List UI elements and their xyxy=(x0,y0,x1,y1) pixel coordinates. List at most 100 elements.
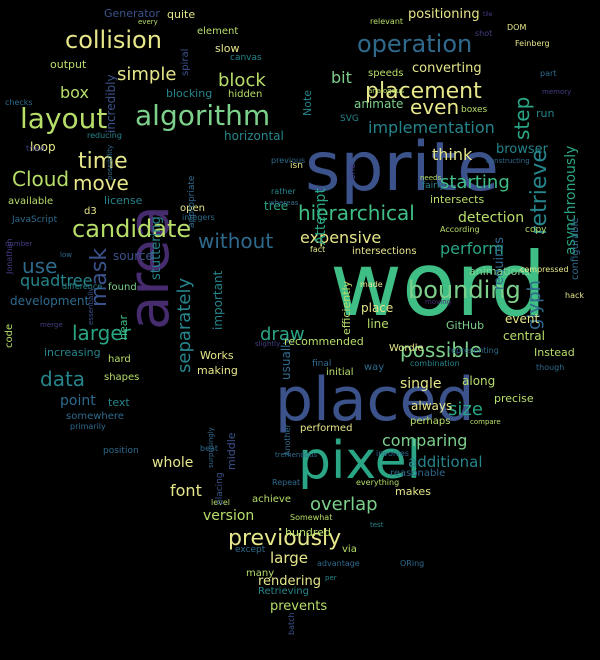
cloud-word-via: via xyxy=(342,544,357,555)
cloud-word-recommended: recommended xyxy=(284,335,364,348)
cloud-word-tile: tile xyxy=(483,11,493,18)
cloud-word-spiral: spiral xyxy=(180,49,191,76)
cloud-word-cloud: Cloud xyxy=(12,167,69,191)
cloud-word-note: Note xyxy=(301,90,314,116)
cloud-word-hack: hack xyxy=(565,291,584,300)
cloud-word-fairly: fairly xyxy=(422,181,445,191)
cloud-word-available: available xyxy=(8,196,53,207)
cloud-word-line: line xyxy=(367,317,389,331)
cloud-word-font: font xyxy=(170,481,202,500)
cloud-word-tree: tree xyxy=(264,199,288,213)
cloud-word-run: run xyxy=(536,107,554,120)
cloud-word-instead: Instead xyxy=(534,346,575,359)
cloud-word-central: central xyxy=(503,329,545,343)
cloud-word-data: data xyxy=(40,367,85,391)
cloud-word-along: along xyxy=(462,374,495,388)
cloud-word-speeds: speeds xyxy=(368,68,403,79)
cloud-word-needs: needs xyxy=(420,174,441,182)
cloud-word-combination: combination xyxy=(410,359,460,368)
cloud-word-use: use xyxy=(22,254,57,278)
cloud-word-merge: merge xyxy=(40,321,63,329)
cloud-word-box: box xyxy=(60,83,89,102)
cloud-word-near: near xyxy=(117,315,130,340)
cloud-word-level: level xyxy=(211,498,230,507)
cloud-word-number: number xyxy=(5,240,32,248)
cloud-word-prevents: prevents xyxy=(270,599,327,614)
cloud-word-important: important xyxy=(211,270,225,330)
cloud-word-reasonable: reasonable xyxy=(390,468,445,479)
cloud-word-somewhat: Somewhat xyxy=(290,513,332,522)
cloud-word-one: one xyxy=(348,163,358,180)
cloud-word-separately: separately xyxy=(174,278,195,373)
cloud-word-expensive: expensive xyxy=(300,228,381,247)
cloud-word-many: many xyxy=(246,568,274,579)
cloud-word-oring: ORing xyxy=(400,559,424,568)
cloud-word-always: always xyxy=(411,399,452,413)
cloud-word-without: without xyxy=(198,229,273,253)
cloud-word-tried: tried xyxy=(26,144,45,153)
cloud-word-implementation: implementation xyxy=(368,118,495,137)
cloud-word-slow: slow xyxy=(215,42,240,55)
cloud-word-collision: collision xyxy=(65,26,162,54)
cloud-word-larger: larger xyxy=(72,321,132,345)
cloud-word-animate: animate xyxy=(354,97,403,111)
cloud-word-text: text xyxy=(108,396,130,409)
cloud-word-test: test xyxy=(370,521,384,529)
cloud-word-another: Another xyxy=(283,423,292,456)
cloud-word-candidate: candidate xyxy=(72,215,191,243)
cloud-word-mask: mask xyxy=(87,248,112,307)
cloud-word-generator: Generator xyxy=(104,7,160,20)
cloud-word-stuttering: stuttering xyxy=(149,216,164,280)
cloud-word-repeat: Repeat xyxy=(272,478,300,487)
cloud-word-incredibly: incredibly xyxy=(104,74,118,133)
cloud-word-glyph: glyph xyxy=(524,280,545,330)
cloud-word-rather: rather xyxy=(271,187,296,196)
words-layer: word sprite placed area pixel layout algorithm… xyxy=(4,7,584,635)
cloud-word-way: way xyxy=(364,362,384,373)
cloud-word-memory: memory xyxy=(542,88,571,96)
cloud-word-beat: beat xyxy=(200,444,218,453)
cloud-word-loop: loop xyxy=(30,140,56,154)
cloud-word-fact: fact xyxy=(310,245,325,254)
cloud-word-placed: placed xyxy=(275,365,475,435)
cloud-word-think: think xyxy=(432,145,473,164)
cloud-word-code: code xyxy=(4,324,15,348)
cloud-word-made: made xyxy=(360,280,383,289)
cloud-word-advantage: advantage xyxy=(317,559,360,568)
cloud-word-source: source xyxy=(113,249,153,263)
cloud-word-blocking: blocking xyxy=(166,87,212,100)
cloud-word-compressed: compressed xyxy=(520,265,569,274)
cloud-word-retrieving: Retrieving xyxy=(258,586,309,597)
cloud-word-element: element xyxy=(197,26,238,37)
cloud-word-hard: hard xyxy=(108,354,131,365)
cloud-word-usually: usually xyxy=(279,337,293,380)
cloud-word-reducing: reducing xyxy=(87,131,122,140)
cloud-word-open: open xyxy=(180,203,205,214)
cloud-word-position: position xyxy=(103,446,139,456)
cloud-word-positioning: positioning xyxy=(408,7,480,22)
cloud-word-boxes: boxes xyxy=(461,105,488,115)
cloud-word-quadtree: quadtree xyxy=(20,271,92,290)
cloud-word-middle: middle xyxy=(225,432,238,470)
cloud-word-simple: simple xyxy=(117,64,176,85)
cloud-word-github: GitHub xyxy=(446,319,484,332)
cloud-word-final: final xyxy=(312,359,331,369)
cloud-word-version: version xyxy=(203,508,254,524)
cloud-word-single: single xyxy=(400,376,441,392)
cloud-word-d3: d3 xyxy=(84,206,97,217)
cloud-word-constructing: constructing xyxy=(486,157,530,165)
cloud-word-isn: isn xyxy=(290,161,303,171)
cloud-word-horizontal: horizontal xyxy=(224,129,284,143)
cloud-word-point: point xyxy=(60,393,96,409)
cloud-word-possible: possible xyxy=(400,338,482,362)
cloud-word-move: move xyxy=(73,171,129,195)
cloud-word-placing: placing xyxy=(215,472,225,505)
cloud-word-analogous: analogous xyxy=(368,87,404,95)
cloud-word-pixel: pixel xyxy=(298,431,421,491)
cloud-word-representing: representing xyxy=(448,346,499,355)
cloud-word-hidden: hidden xyxy=(228,89,262,100)
cloud-word-makes: makes xyxy=(395,485,431,498)
cloud-word-place: place xyxy=(361,301,393,315)
